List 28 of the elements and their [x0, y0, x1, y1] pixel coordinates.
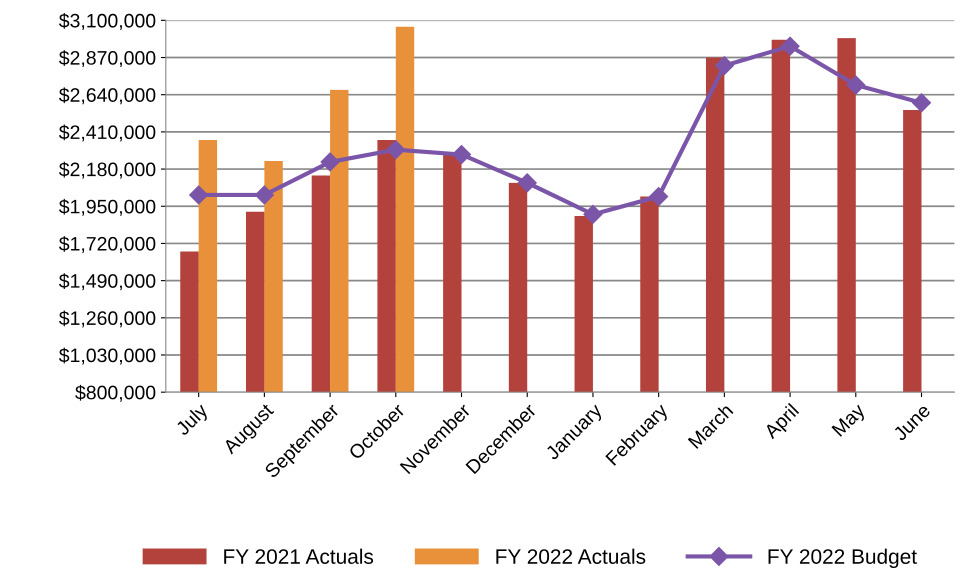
point	[649, 187, 668, 206]
y-tick-label: $1,950,000	[58, 198, 156, 216]
point	[189, 185, 208, 204]
x-tick-label: May	[831, 402, 869, 440]
y-tick-label: $1,490,000	[58, 273, 156, 290]
point	[846, 75, 866, 95]
point	[583, 204, 602, 224]
y-tick-label: $2,640,000	[58, 87, 156, 104]
point	[714, 56, 734, 76]
y-tick-label: $2,870,000	[58, 50, 156, 68]
legend-label: FY 2022 Actuals	[496, 548, 646, 564]
point	[320, 152, 340, 172]
y-tick-label: $3,100,000	[58, 12, 156, 30]
y-tick-label: $2,410,000	[58, 124, 156, 142]
point	[912, 93, 932, 112]
y-tick-label: $1,720,000	[58, 236, 156, 253]
y-tick-label: $2,180,000	[58, 162, 156, 179]
point	[452, 144, 472, 164]
x-tick-label: July	[174, 402, 212, 439]
legend-label: FY 2021 Actuals	[224, 548, 374, 564]
y-tick-label: $1,260,000	[58, 310, 156, 328]
point	[386, 140, 406, 160]
point	[254, 185, 274, 204]
legend-label: FY 2022 Budget	[768, 548, 917, 568]
point	[518, 173, 537, 192]
y-tick-label: $1,030,000	[58, 348, 156, 365]
y-tick-label: $800,000	[75, 384, 156, 402]
point	[780, 36, 800, 56]
